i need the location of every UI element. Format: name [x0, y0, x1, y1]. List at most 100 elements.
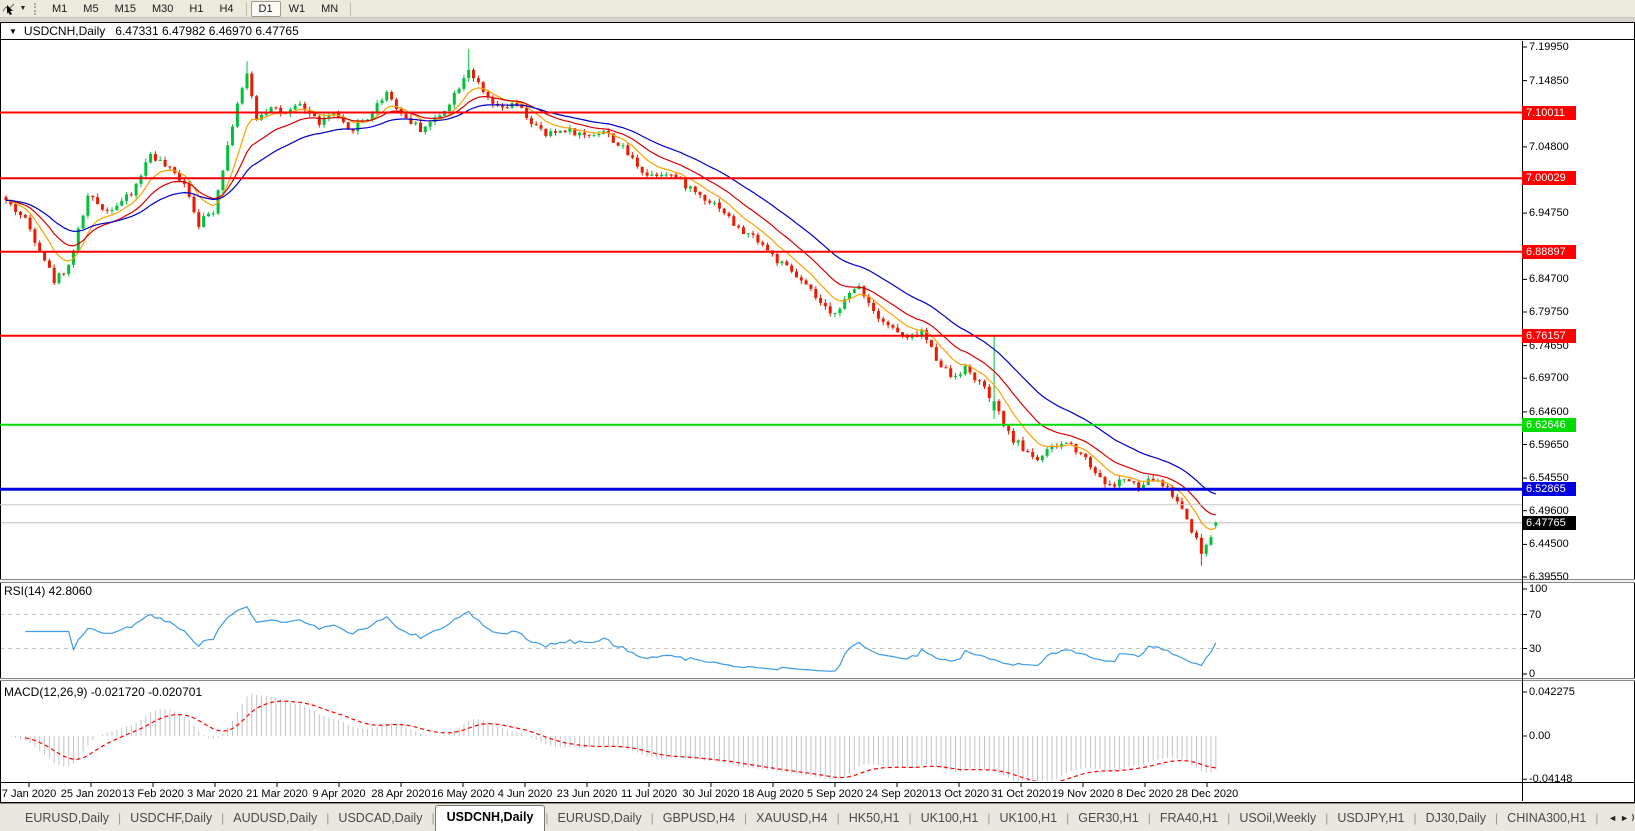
level-price-label-6.62646: 6.62646 — [1522, 417, 1576, 432]
date-label: 4 Jun 2020 — [497, 788, 553, 800]
ma-line-16 — [5, 95, 1216, 516]
timeframe-button-m30[interactable]: M30 — [151, 2, 174, 15]
chart-title-bar: ▼ USDCNH,Daily 6.47331 6.47982 6.46970 6… — [1, 23, 1634, 40]
macd-histogram — [10, 693, 1217, 781]
tab-usdcad-daily[interactable]: USDCAD,Daily — [338, 811, 423, 825]
price-tick-6.54550: 6.54550 — [1529, 472, 1569, 485]
toolbar-grip — [34, 2, 38, 15]
tab-separator: | — [431, 811, 435, 825]
tab-scroll-arrows: ◄► — [1604, 813, 1632, 823]
timeframe-button-h4[interactable]: H4 — [219, 2, 234, 15]
toolbar-separator — [350, 1, 352, 16]
tab-separator: | — [545, 811, 549, 825]
chart-tab-bar: EURUSD,Daily | USDCHF,Daily | AUDUSD,Daily | U… — [0, 803, 1635, 831]
chart-title-ohlc: 6.47331 6.47982 6.46970 6.47765 — [115, 24, 299, 38]
date-label: 19 Nov 2020 — [1051, 788, 1115, 800]
level-lines[interactable] — [0, 111, 1522, 506]
price-tick-6.79750: 6.79750 — [1529, 306, 1569, 318]
timeframe-button-mn[interactable]: MN — [321, 2, 339, 15]
price-tick-6.39550: 6.39550 — [1529, 571, 1569, 583]
date-label: 7 Jan 2020 — [1, 788, 57, 800]
tab-usdchf-daily[interactable]: USDCHF,Daily — [130, 811, 213, 825]
tab-usoil-weekly[interactable]: USOil,Weekly — [1239, 811, 1317, 825]
tab-gbpusd-h4[interactable]: GBPUSD,H4 — [662, 811, 735, 825]
timeframe-button-h1[interactable]: H1 — [189, 2, 204, 15]
timeframe-button-m15[interactable]: M15 — [114, 2, 136, 15]
tab-uk100-h1[interactable]: UK100,H1 — [999, 811, 1058, 825]
level-price-label-6.88897: 6.88897 — [1522, 244, 1576, 259]
date-label: 8 Dec 2020 — [1116, 788, 1174, 800]
price-tick-6.44500: 6.44500 — [1529, 538, 1569, 551]
tab-separator: | — [1325, 811, 1329, 825]
tab-xauusd-h4[interactable]: XAUUSD,H4 — [756, 811, 828, 825]
tab-separator: | — [836, 811, 840, 825]
tab-eurusd-daily[interactable]: EURUSD,Daily — [557, 811, 642, 825]
tab-separator: | — [1595, 811, 1599, 825]
tab-audusd-daily[interactable]: AUDUSD,Daily — [233, 811, 318, 825]
tab-separator: | — [118, 811, 122, 825]
timeframe-button-d1[interactable]: D1 — [250, 0, 281, 17]
rsi-line — [25, 606, 1217, 672]
date-label: 23 Jun 2020 — [556, 788, 618, 800]
tab-separator: | — [987, 811, 991, 825]
macd-tick--0.04148: -0.04148 — [1529, 773, 1573, 786]
main-pane — [1, 49, 1522, 566]
tab-hk50-h1[interactable]: HK50,H1 — [848, 811, 900, 825]
cursor-dropdown-caret[interactable]: ▼ — [19, 5, 27, 12]
price-tick-6.49600: 6.49600 — [1529, 504, 1569, 517]
macd-signal-line — [25, 700, 1216, 781]
tab-scroll-right-icon[interactable]: ► — [1620, 813, 1632, 823]
tab-separator: | — [908, 811, 912, 825]
macd-pane — [10, 693, 1217, 781]
rsi-tick-70: 70 — [1529, 608, 1542, 621]
timeframe-buttons: M1 M5 M15 M30 H1 H4 D1 W1 MN — [44, 0, 355, 17]
tab-usdjpy-h1[interactable]: USDJPY,H1 — [1337, 811, 1405, 825]
level-price-label-6.76157: 6.76157 — [1522, 328, 1576, 343]
ma-line-30 — [5, 104, 1217, 495]
window-menu-icon[interactable]: ▼ — [9, 26, 17, 36]
tab-dj30-daily[interactable]: DJ30,Daily — [1425, 811, 1487, 825]
toolbar-separator — [245, 1, 247, 16]
tab-separator: | — [221, 811, 225, 825]
chart-cursor-icon[interactable] — [0, 1, 18, 17]
price-tick-7.14850: 7.14850 — [1529, 74, 1569, 87]
level-price-label-7.10011: 7.10011 — [1522, 105, 1576, 120]
date-label: 13 Feb 2020 — [122, 788, 184, 800]
tab-uk100-h1[interactable]: UK100,H1 — [920, 811, 979, 825]
tab-eurusd-daily[interactable]: EURUSD,Daily — [25, 811, 110, 825]
level-price-label-7.00029: 7.00029 — [1522, 171, 1576, 186]
price-tick-6.69700: 6.69700 — [1529, 372, 1569, 385]
date-label: 30 Jul 2020 — [682, 788, 740, 800]
tab-ger30-h1[interactable]: GER30,H1 — [1078, 811, 1139, 825]
date-label: 21 Mar 2020 — [246, 788, 308, 800]
timeframe-button-m1[interactable]: M1 — [52, 2, 68, 15]
date-label: 31 Oct 2020 — [991, 788, 1051, 800]
tab-fra40-h1[interactable]: FRA40,H1 — [1159, 811, 1219, 825]
tab-usdcnh-daily[interactable]: USDCNH,Daily — [434, 805, 546, 831]
macd-tick-0.042275: 0.042275 — [1529, 686, 1575, 698]
rsi-label: RSI(14) 42.8060 — [4, 584, 93, 598]
timeframe-button-m5[interactable]: M5 — [83, 2, 99, 15]
macd-tick-0.00: 0.00 — [1529, 730, 1551, 742]
timeframe-button-w1[interactable]: W1 — [288, 2, 306, 15]
date-label: 3 Mar 2020 — [187, 788, 243, 800]
rsi-tick-0: 0 — [1529, 668, 1536, 680]
tab-scroll-left-icon[interactable]: ◄ — [1608, 813, 1621, 823]
tab-china300-h1[interactable]: CHINA300,H1 — [1507, 811, 1587, 825]
tab-separator: | — [1066, 811, 1070, 825]
tab-separator: | — [326, 811, 330, 825]
ma-line-8 — [5, 87, 1216, 531]
price-tick-6.84700: 6.84700 — [1529, 273, 1569, 286]
date-label: 5 Sep 2020 — [806, 788, 864, 800]
tab-separator: | — [1495, 811, 1499, 825]
date-label: 24 Sep 2020 — [865, 788, 929, 800]
date-label: 28 Dec 2020 — [1175, 788, 1239, 800]
macd-label: MACD(12,26,9) -0.021720 -0.020701 — [4, 685, 203, 699]
price-tick-6.59650: 6.59650 — [1529, 438, 1569, 451]
axis-ticks — [28, 46, 1527, 787]
tab-separator: | — [650, 811, 654, 825]
date-label: 18 Aug 2020 — [742, 788, 804, 800]
level-price-label-6.52865: 6.52865 — [1522, 482, 1576, 497]
toolbar: ▼ M1 M5 M15 M30 H1 H4 D1 W1 MN — [0, 0, 1635, 18]
